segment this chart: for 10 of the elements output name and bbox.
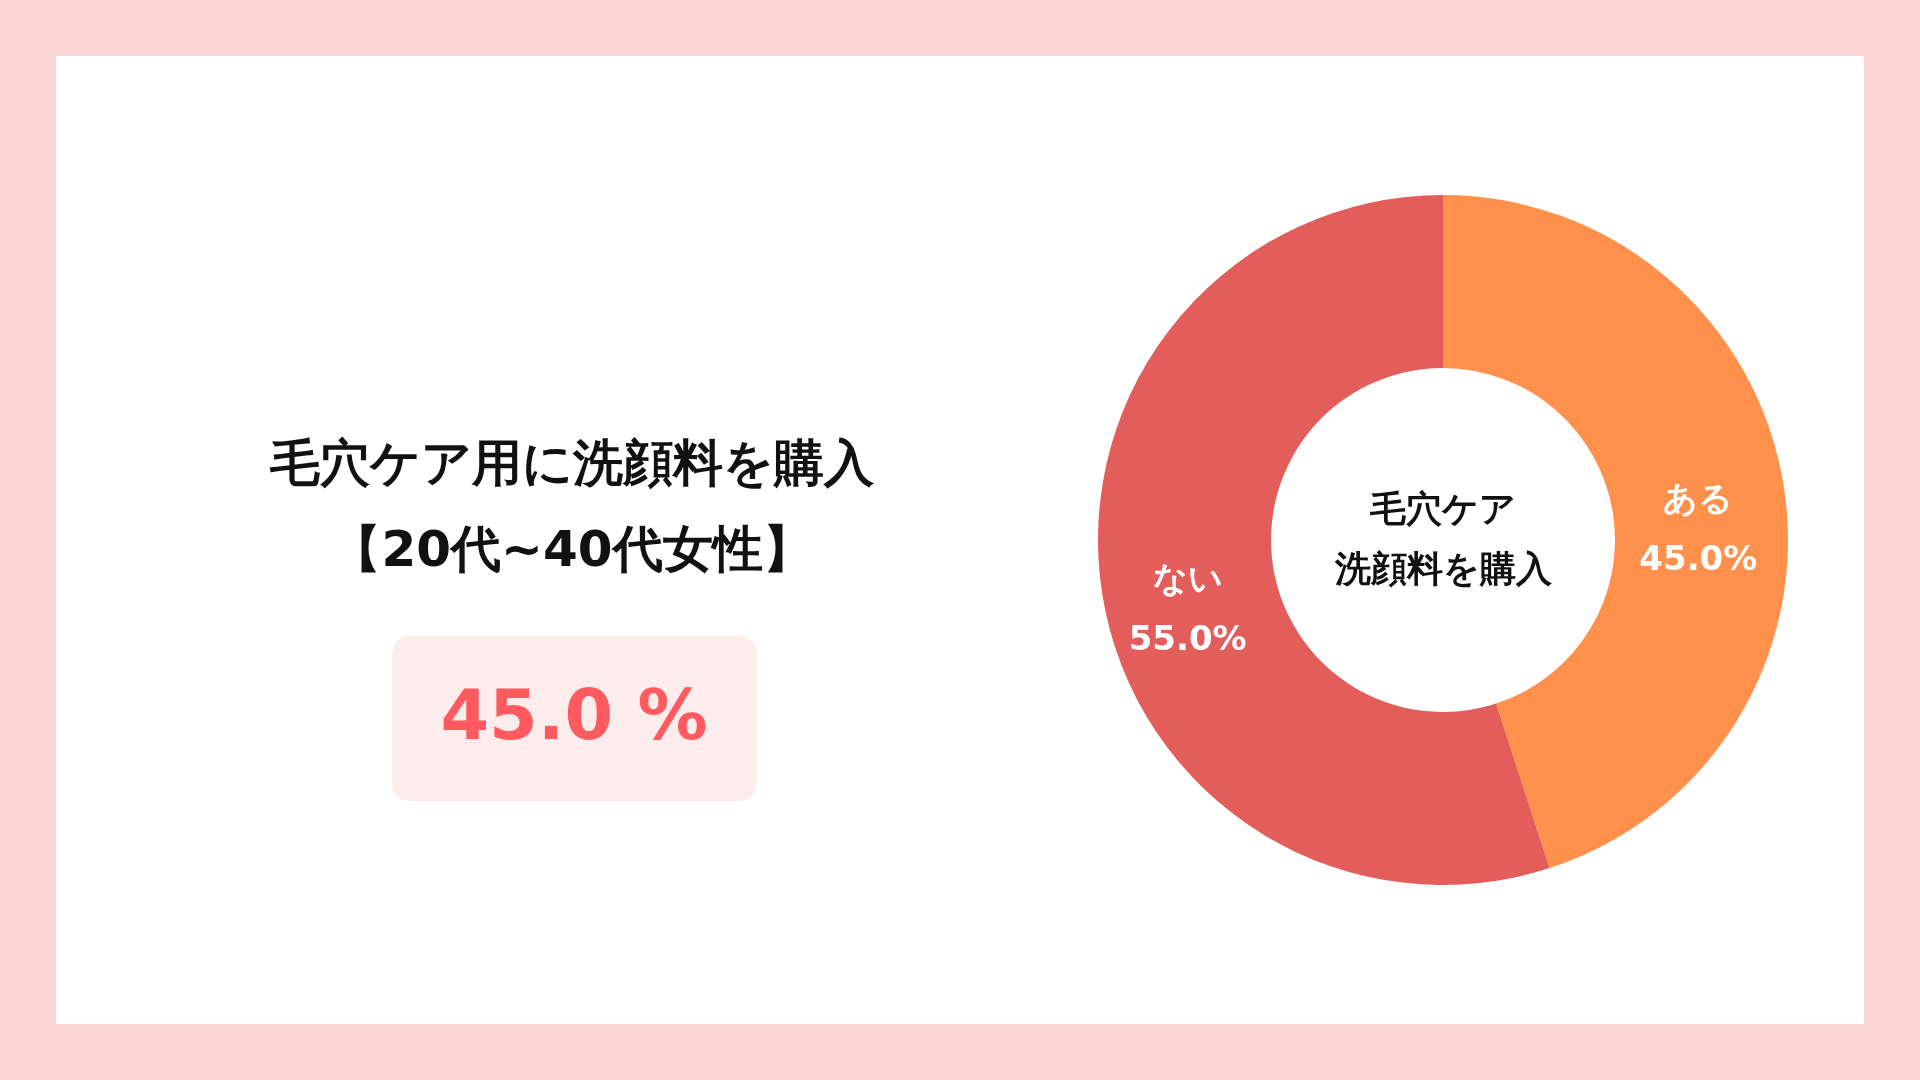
data-label: 45.0% — [1639, 537, 1758, 578]
text: 毛穴ケア用に洗顔料を購入 — [269, 434, 875, 492]
text: 洗顔料を購入 — [1333, 548, 1553, 589]
text: 毛穴ケア — [1369, 488, 1516, 529]
slice-label: ない — [1152, 558, 1223, 599]
data-label: 55.0% — [1128, 618, 1247, 659]
text: 【20代~40代女性】 — [331, 520, 813, 578]
text: 45.0 % — [440, 674, 708, 756]
slice-label: ある — [1663, 477, 1734, 518]
donut-slice — [1098, 195, 1550, 885]
